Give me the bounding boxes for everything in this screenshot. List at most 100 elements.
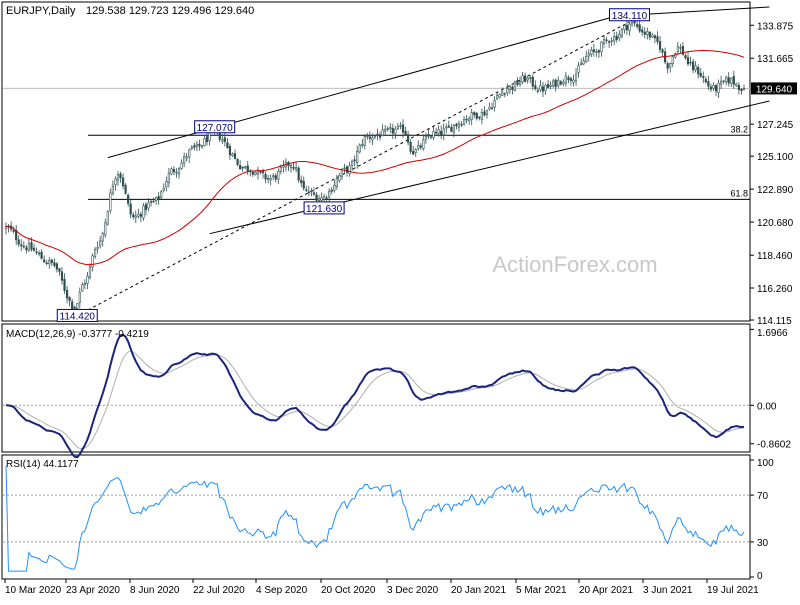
candle bbox=[149, 199, 153, 207]
candle bbox=[475, 112, 478, 121]
candle bbox=[610, 37, 613, 46]
candle bbox=[470, 108, 473, 126]
candle bbox=[205, 131, 209, 146]
candle bbox=[587, 49, 590, 62]
candle bbox=[488, 102, 491, 111]
candle bbox=[730, 77, 733, 88]
price-panel-frame bbox=[1, 1, 751, 322]
candle bbox=[310, 187, 313, 197]
candle bbox=[221, 134, 224, 145]
date-tick-label: 10 Mar 2020 bbox=[5, 585, 62, 596]
candle bbox=[468, 116, 471, 125]
date-tick-label: 5 Mar 2021 bbox=[516, 585, 567, 596]
candle bbox=[422, 134, 425, 151]
candle bbox=[378, 131, 382, 141]
candle bbox=[203, 135, 206, 147]
candle bbox=[618, 30, 621, 42]
price-tick-label: 122.890 bbox=[757, 185, 794, 196]
candle bbox=[580, 58, 583, 66]
candle bbox=[127, 193, 130, 207]
candle bbox=[134, 210, 137, 223]
candle bbox=[50, 258, 53, 267]
candle bbox=[330, 186, 333, 195]
channel-lower-line bbox=[209, 100, 770, 235]
rsi-title: RSI(14) 44.1177 bbox=[6, 459, 79, 470]
candle bbox=[600, 40, 603, 57]
candle bbox=[88, 263, 92, 280]
price-annotation: 134.110 bbox=[608, 8, 650, 22]
candle bbox=[144, 202, 148, 216]
date-tick-label: 22 Jul 2020 bbox=[193, 585, 245, 596]
candle bbox=[656, 31, 659, 45]
candle bbox=[20, 239, 23, 252]
svg-text:127.070: 127.070 bbox=[197, 123, 234, 134]
candle bbox=[717, 79, 720, 99]
candle bbox=[228, 143, 232, 161]
candle bbox=[419, 143, 422, 151]
price-tick-label: 131.665 bbox=[757, 54, 794, 65]
candle bbox=[536, 87, 539, 94]
candle bbox=[503, 92, 506, 98]
candle bbox=[742, 84, 746, 91]
candle bbox=[256, 166, 260, 180]
candle bbox=[198, 139, 201, 151]
candle bbox=[368, 131, 372, 144]
current-price-tag bbox=[751, 82, 797, 95]
candle bbox=[595, 48, 598, 57]
candle bbox=[223, 132, 226, 147]
candle bbox=[577, 61, 580, 78]
date-tick-label: 3 Dec 2020 bbox=[387, 585, 439, 596]
candle bbox=[574, 68, 578, 86]
candle bbox=[328, 188, 331, 203]
candle bbox=[712, 82, 715, 92]
candle bbox=[722, 79, 725, 84]
macd-panel-frame bbox=[1, 323, 751, 453]
candle bbox=[91, 253, 94, 272]
candle bbox=[190, 145, 193, 151]
macd-tick-label: 1.6966 bbox=[757, 328, 788, 339]
candle bbox=[157, 191, 160, 205]
rsi-tick-label: 70 bbox=[757, 491, 769, 502]
candle bbox=[350, 159, 354, 171]
candle bbox=[302, 176, 305, 191]
candle bbox=[121, 173, 125, 190]
candle bbox=[231, 152, 234, 157]
candle bbox=[412, 145, 415, 156]
candle bbox=[239, 160, 242, 171]
candle bbox=[714, 83, 718, 97]
date-tick-label: 8 Jun 2020 bbox=[130, 585, 180, 596]
candle bbox=[501, 87, 504, 97]
candle bbox=[162, 183, 165, 193]
candle bbox=[68, 296, 71, 307]
candle bbox=[373, 135, 377, 140]
macd-title: MACD(12,26,9) -0.3777 -0.4219 bbox=[6, 329, 149, 340]
candle bbox=[65, 286, 69, 304]
candle bbox=[727, 72, 730, 87]
candle bbox=[177, 166, 181, 179]
candle bbox=[740, 88, 743, 95]
candle bbox=[427, 129, 430, 139]
candle bbox=[132, 211, 135, 220]
candle bbox=[552, 78, 555, 88]
candle bbox=[185, 152, 188, 162]
candle bbox=[531, 74, 534, 91]
candle bbox=[353, 155, 356, 167]
candle bbox=[254, 171, 257, 176]
candle bbox=[549, 81, 552, 90]
candle bbox=[17, 235, 20, 247]
candle bbox=[269, 174, 272, 186]
candle bbox=[638, 21, 641, 33]
candle bbox=[305, 185, 308, 193]
candle bbox=[648, 30, 651, 40]
candle bbox=[4, 222, 8, 235]
candle bbox=[27, 239, 31, 252]
candle bbox=[200, 144, 204, 149]
candle bbox=[104, 218, 107, 238]
date-tick-label: 19 Jul 2021 bbox=[707, 585, 759, 596]
candle bbox=[323, 193, 326, 202]
price-annotation: 114.420 bbox=[56, 308, 98, 322]
moving-average-line bbox=[5, 49, 745, 266]
candle bbox=[546, 80, 550, 89]
candle bbox=[524, 72, 527, 83]
candle bbox=[137, 208, 140, 219]
